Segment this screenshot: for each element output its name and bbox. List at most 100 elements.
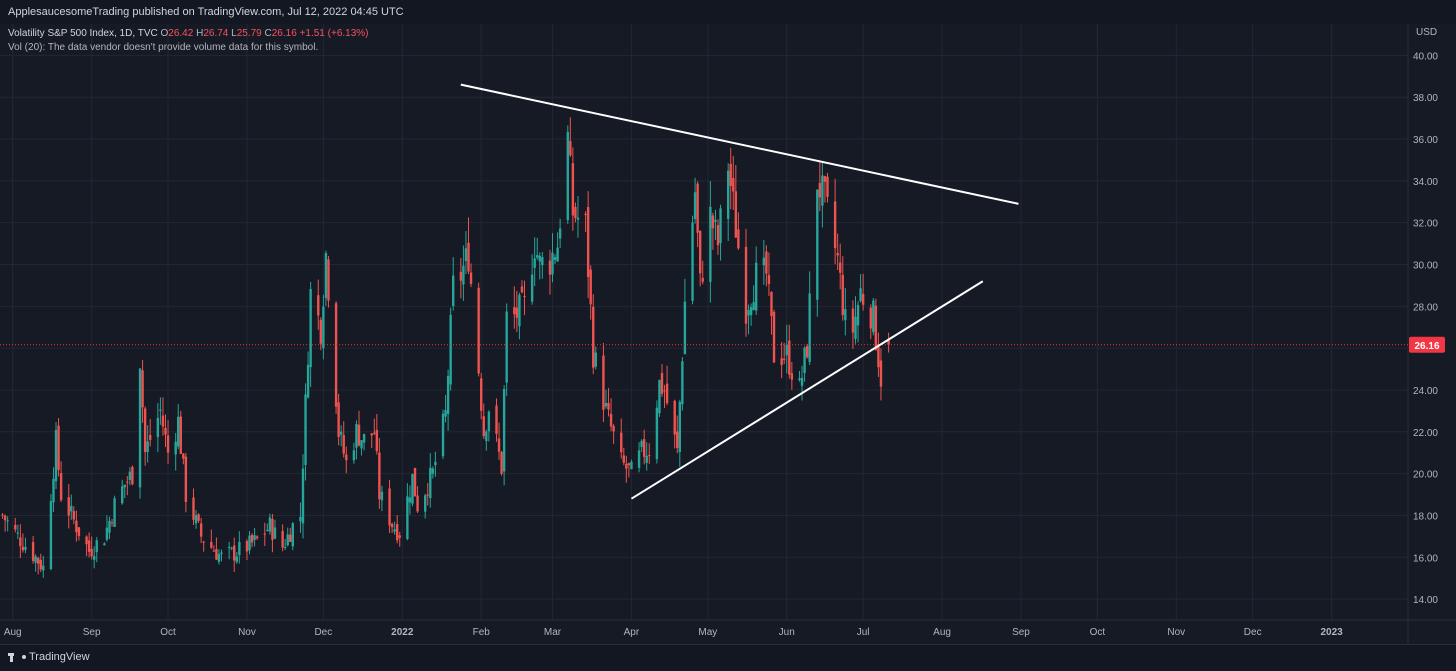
candle-body <box>877 343 880 368</box>
candle-body <box>357 424 361 446</box>
candle-body <box>273 527 277 539</box>
volume-legend: Vol (20): The data vendor doesn't provid… <box>8 42 319 53</box>
candle-body <box>217 553 221 562</box>
candle-body <box>734 191 738 238</box>
candle-body <box>149 435 152 440</box>
candle-body <box>497 438 501 452</box>
candle-body <box>19 537 22 547</box>
candle-body <box>370 433 373 436</box>
trendline-upper <box>460 83 1019 205</box>
time-tick-label: Mar <box>544 627 562 638</box>
candle-body <box>729 163 732 186</box>
time-tick-label: Sep <box>1012 627 1030 638</box>
candle-body <box>230 547 233 549</box>
open-label: O <box>160 28 169 39</box>
candle-body <box>393 529 396 532</box>
candle-body <box>808 293 811 362</box>
candle-body <box>411 473 414 504</box>
symbol-title: Volatility S&P 500 Index, 1D, TVC <box>8 28 158 39</box>
candle-body <box>548 260 552 275</box>
candle-body <box>869 307 872 329</box>
candle-body <box>166 435 170 453</box>
tradingview-logo[interactable]: TradingView <box>8 651 90 663</box>
candle-body <box>502 389 506 472</box>
candle-body <box>790 373 794 380</box>
time-tick-label: Aug <box>933 627 951 638</box>
candle-body <box>123 484 126 488</box>
candle-body <box>342 434 345 454</box>
candle-body <box>49 501 53 570</box>
candle-body <box>826 176 829 197</box>
candle-body <box>156 417 160 438</box>
candle-body <box>128 471 132 481</box>
candle-body <box>841 274 844 316</box>
candle-body <box>464 248 468 261</box>
tradingview-icon-dot <box>22 655 26 660</box>
candle-body <box>194 515 198 524</box>
candle-body <box>306 364 310 398</box>
candle-body <box>322 306 325 349</box>
candle-body <box>388 488 391 526</box>
candle-body <box>57 425 60 470</box>
low-label: L <box>231 28 237 39</box>
candle-body <box>737 229 740 249</box>
time-tick-label: Dec <box>1244 627 1262 638</box>
candle-body <box>762 257 766 266</box>
candle-body <box>726 170 730 219</box>
candle-body <box>299 516 302 522</box>
candle-body <box>324 252 328 299</box>
candle-body <box>487 411 491 432</box>
candle-body <box>6 520 9 522</box>
candle-body <box>441 413 445 457</box>
candle-body <box>592 306 595 368</box>
candle-body <box>693 192 697 220</box>
candle-body <box>887 339 890 345</box>
candle-body <box>744 246 748 324</box>
candle-body <box>800 377 804 386</box>
high-value: 26.74 <box>203 28 229 39</box>
candle-body <box>879 360 883 387</box>
candle-body <box>126 481 129 483</box>
candle-body <box>604 403 608 407</box>
candle-body <box>627 463 631 466</box>
candle-body <box>836 253 839 256</box>
candle-body <box>452 275 455 307</box>
price-tick-label: 36.00 <box>1413 135 1438 146</box>
time-tick-label: Sep <box>83 627 101 638</box>
candle-body <box>480 378 483 411</box>
candle-body <box>301 468 305 524</box>
candle-body <box>655 407 659 460</box>
candle-body <box>215 549 218 560</box>
candle-body <box>696 183 699 233</box>
candle-body <box>645 455 648 463</box>
candle-body <box>612 425 615 432</box>
candle-body <box>556 247 559 262</box>
candle-body <box>523 296 526 298</box>
price-tick-label: 16.00 <box>1413 553 1438 564</box>
candle-body <box>754 262 758 311</box>
price-tick-label: 34.00 <box>1413 177 1438 188</box>
candle-body <box>783 358 786 360</box>
candle-body <box>121 486 124 504</box>
candle-body <box>339 431 343 435</box>
candle-body <box>21 546 25 551</box>
candle-body <box>747 310 750 316</box>
candle-body <box>67 497 70 516</box>
candle-body <box>515 307 519 318</box>
candle-body <box>177 416 180 447</box>
close-value: 26.16 <box>271 28 297 39</box>
candle-body <box>406 496 409 539</box>
candle-body <box>159 409 162 411</box>
candle-body <box>833 201 837 249</box>
candle-body <box>179 416 182 454</box>
candle-body <box>533 258 536 268</box>
candle-body <box>103 543 106 546</box>
candle-body <box>14 524 17 530</box>
candle-body <box>227 546 231 549</box>
candle-body <box>31 542 35 561</box>
candle-body <box>640 440 643 447</box>
candle-body <box>467 242 470 272</box>
candle-body <box>594 352 597 367</box>
current-price-badge <box>1409 336 1445 353</box>
